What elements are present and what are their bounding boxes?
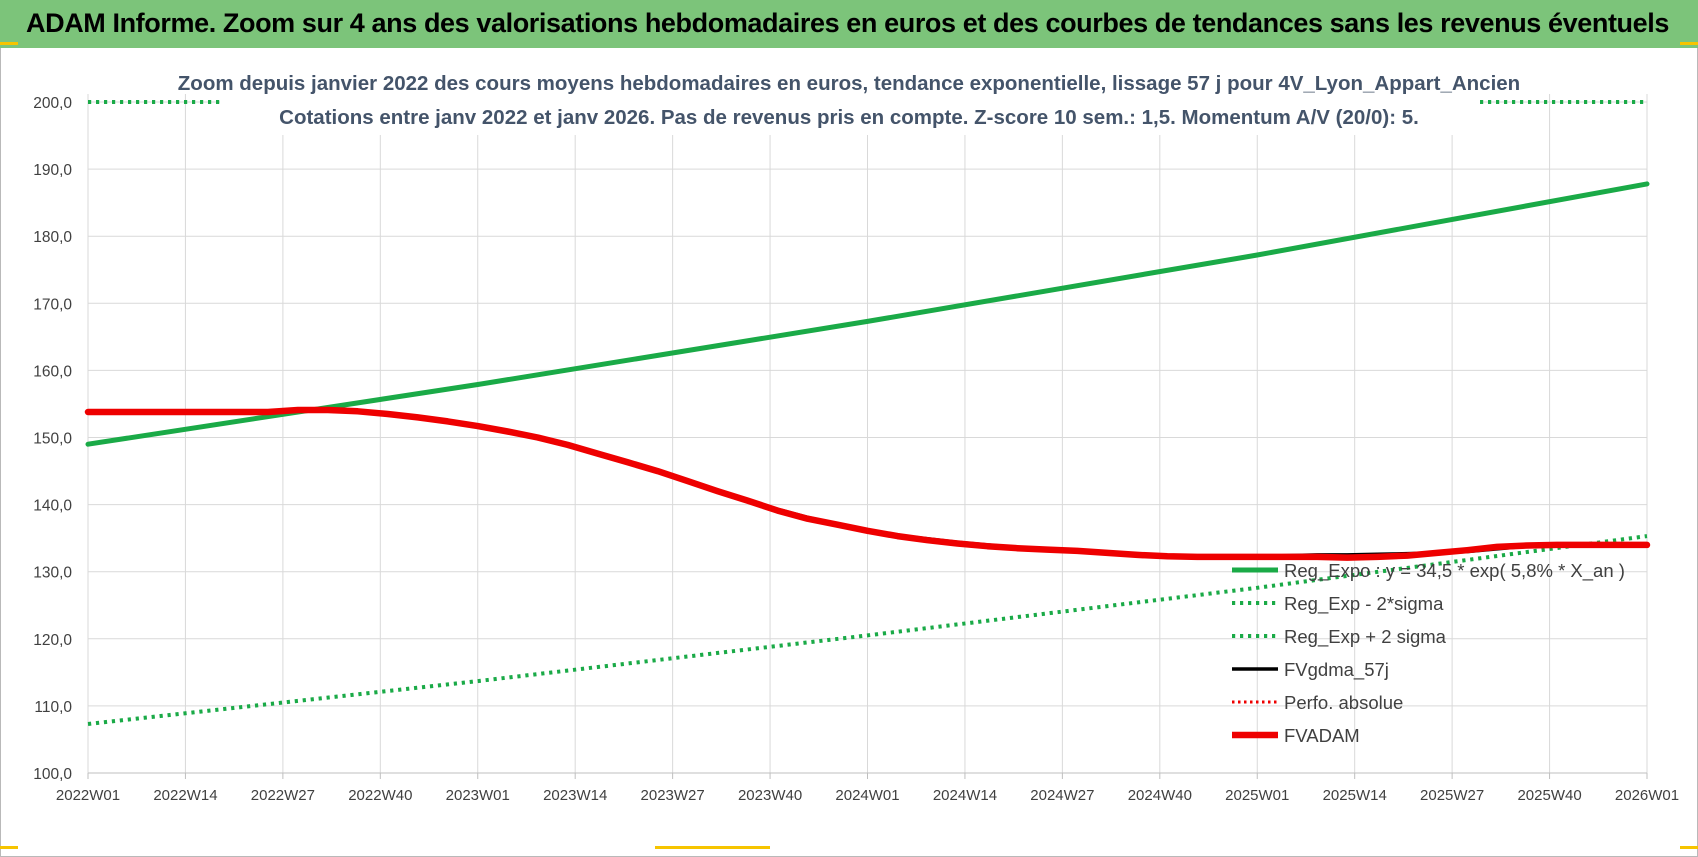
legend: Reg_Expo : y = 34,5 * exp( 5,8% * X_an )…	[1232, 560, 1625, 746]
x-tick-label: 2024W14	[933, 787, 997, 804]
x-tick-label: 2023W14	[543, 787, 607, 804]
page-title: ADAM Informe. Zoom sur 4 ans des valoris…	[26, 8, 1669, 38]
x-tick-label: 2023W27	[641, 787, 705, 804]
y-tick-label: 150,0	[33, 431, 72, 448]
y-tick-label: 160,0	[33, 363, 72, 380]
corner-marker-right	[1680, 42, 1698, 45]
x-tick-label: 2026W01	[1615, 787, 1679, 804]
y-tick-label: 130,0	[33, 565, 72, 582]
y-tick-label: 190,0	[33, 162, 72, 179]
x-tick-label: 2022W27	[251, 787, 315, 804]
corner-marker-bottom-mid	[655, 846, 770, 849]
x-tick-label: 2025W14	[1323, 787, 1387, 804]
header-bar: ADAM Informe. Zoom sur 4 ans des valoris…	[0, 0, 1698, 48]
y-tick-label: 100,0	[33, 766, 72, 783]
axis-layer: 200,0 190,0 180,0 170,0 160,0 150,0 140,0 130,0…	[33, 95, 1679, 804]
y-tick-label: 170,0	[33, 296, 72, 313]
y-tick-label: 180,0	[33, 229, 72, 246]
corner-marker-bottom-right	[1680, 846, 1698, 849]
legend-entry-label: Perfo. absolue	[1284, 692, 1403, 713]
x-tick-label: 2023W01	[446, 787, 510, 804]
chart-title-block: Zoom depuis janvier 2022 des cours moyen…	[178, 65, 1520, 135]
corner-marker-left	[0, 42, 18, 45]
series-line-0	[85, 181, 1650, 447]
legend-entry-label: Reg_Expo : y = 34,5 * exp( 5,8% * X_an )	[1284, 560, 1625, 582]
x-tick-label: 2025W27	[1420, 787, 1484, 804]
series-layer	[84, 100, 1651, 726]
x-tick-label: 2025W01	[1225, 787, 1289, 804]
corner-marker-bottom-left	[0, 846, 18, 849]
legend-entry-label: Reg_Exp + 2 sigma	[1284, 626, 1447, 648]
x-tick-label: 2025W40	[1517, 787, 1581, 804]
legend-entry-label: FVADAM	[1284, 725, 1360, 746]
chart-title-line2: Cotations entre janv 2022 et janv 2026. …	[279, 106, 1419, 129]
x-tick-label: 2024W27	[1030, 787, 1094, 804]
y-tick-label: 120,0	[33, 632, 72, 649]
x-tick-label: 2024W01	[835, 787, 899, 804]
chart-title-line1: Zoom depuis janvier 2022 des cours moyen…	[178, 72, 1520, 95]
legend-entry-label: FVgdma_57j	[1284, 659, 1389, 681]
series-line-1	[87, 534, 1648, 726]
y-tick-label: 200,0	[33, 95, 72, 112]
grid-layer	[87, 94, 1648, 774]
title-background	[220, 65, 1480, 135]
series-line-5	[84, 406, 1651, 561]
y-tick-label: 140,0	[33, 498, 72, 515]
y-tick-label: 110,0	[34, 699, 72, 716]
x-tick-label: 2022W14	[153, 787, 217, 804]
x-tick-label: 2022W40	[348, 787, 412, 804]
x-tick-label: 2023W40	[738, 787, 802, 804]
x-tick-label: 2022W01	[56, 787, 120, 804]
legend-entry-label: Reg_Exp - 2*sigma	[1284, 593, 1444, 615]
x-tick-label: 2024W40	[1128, 787, 1192, 804]
